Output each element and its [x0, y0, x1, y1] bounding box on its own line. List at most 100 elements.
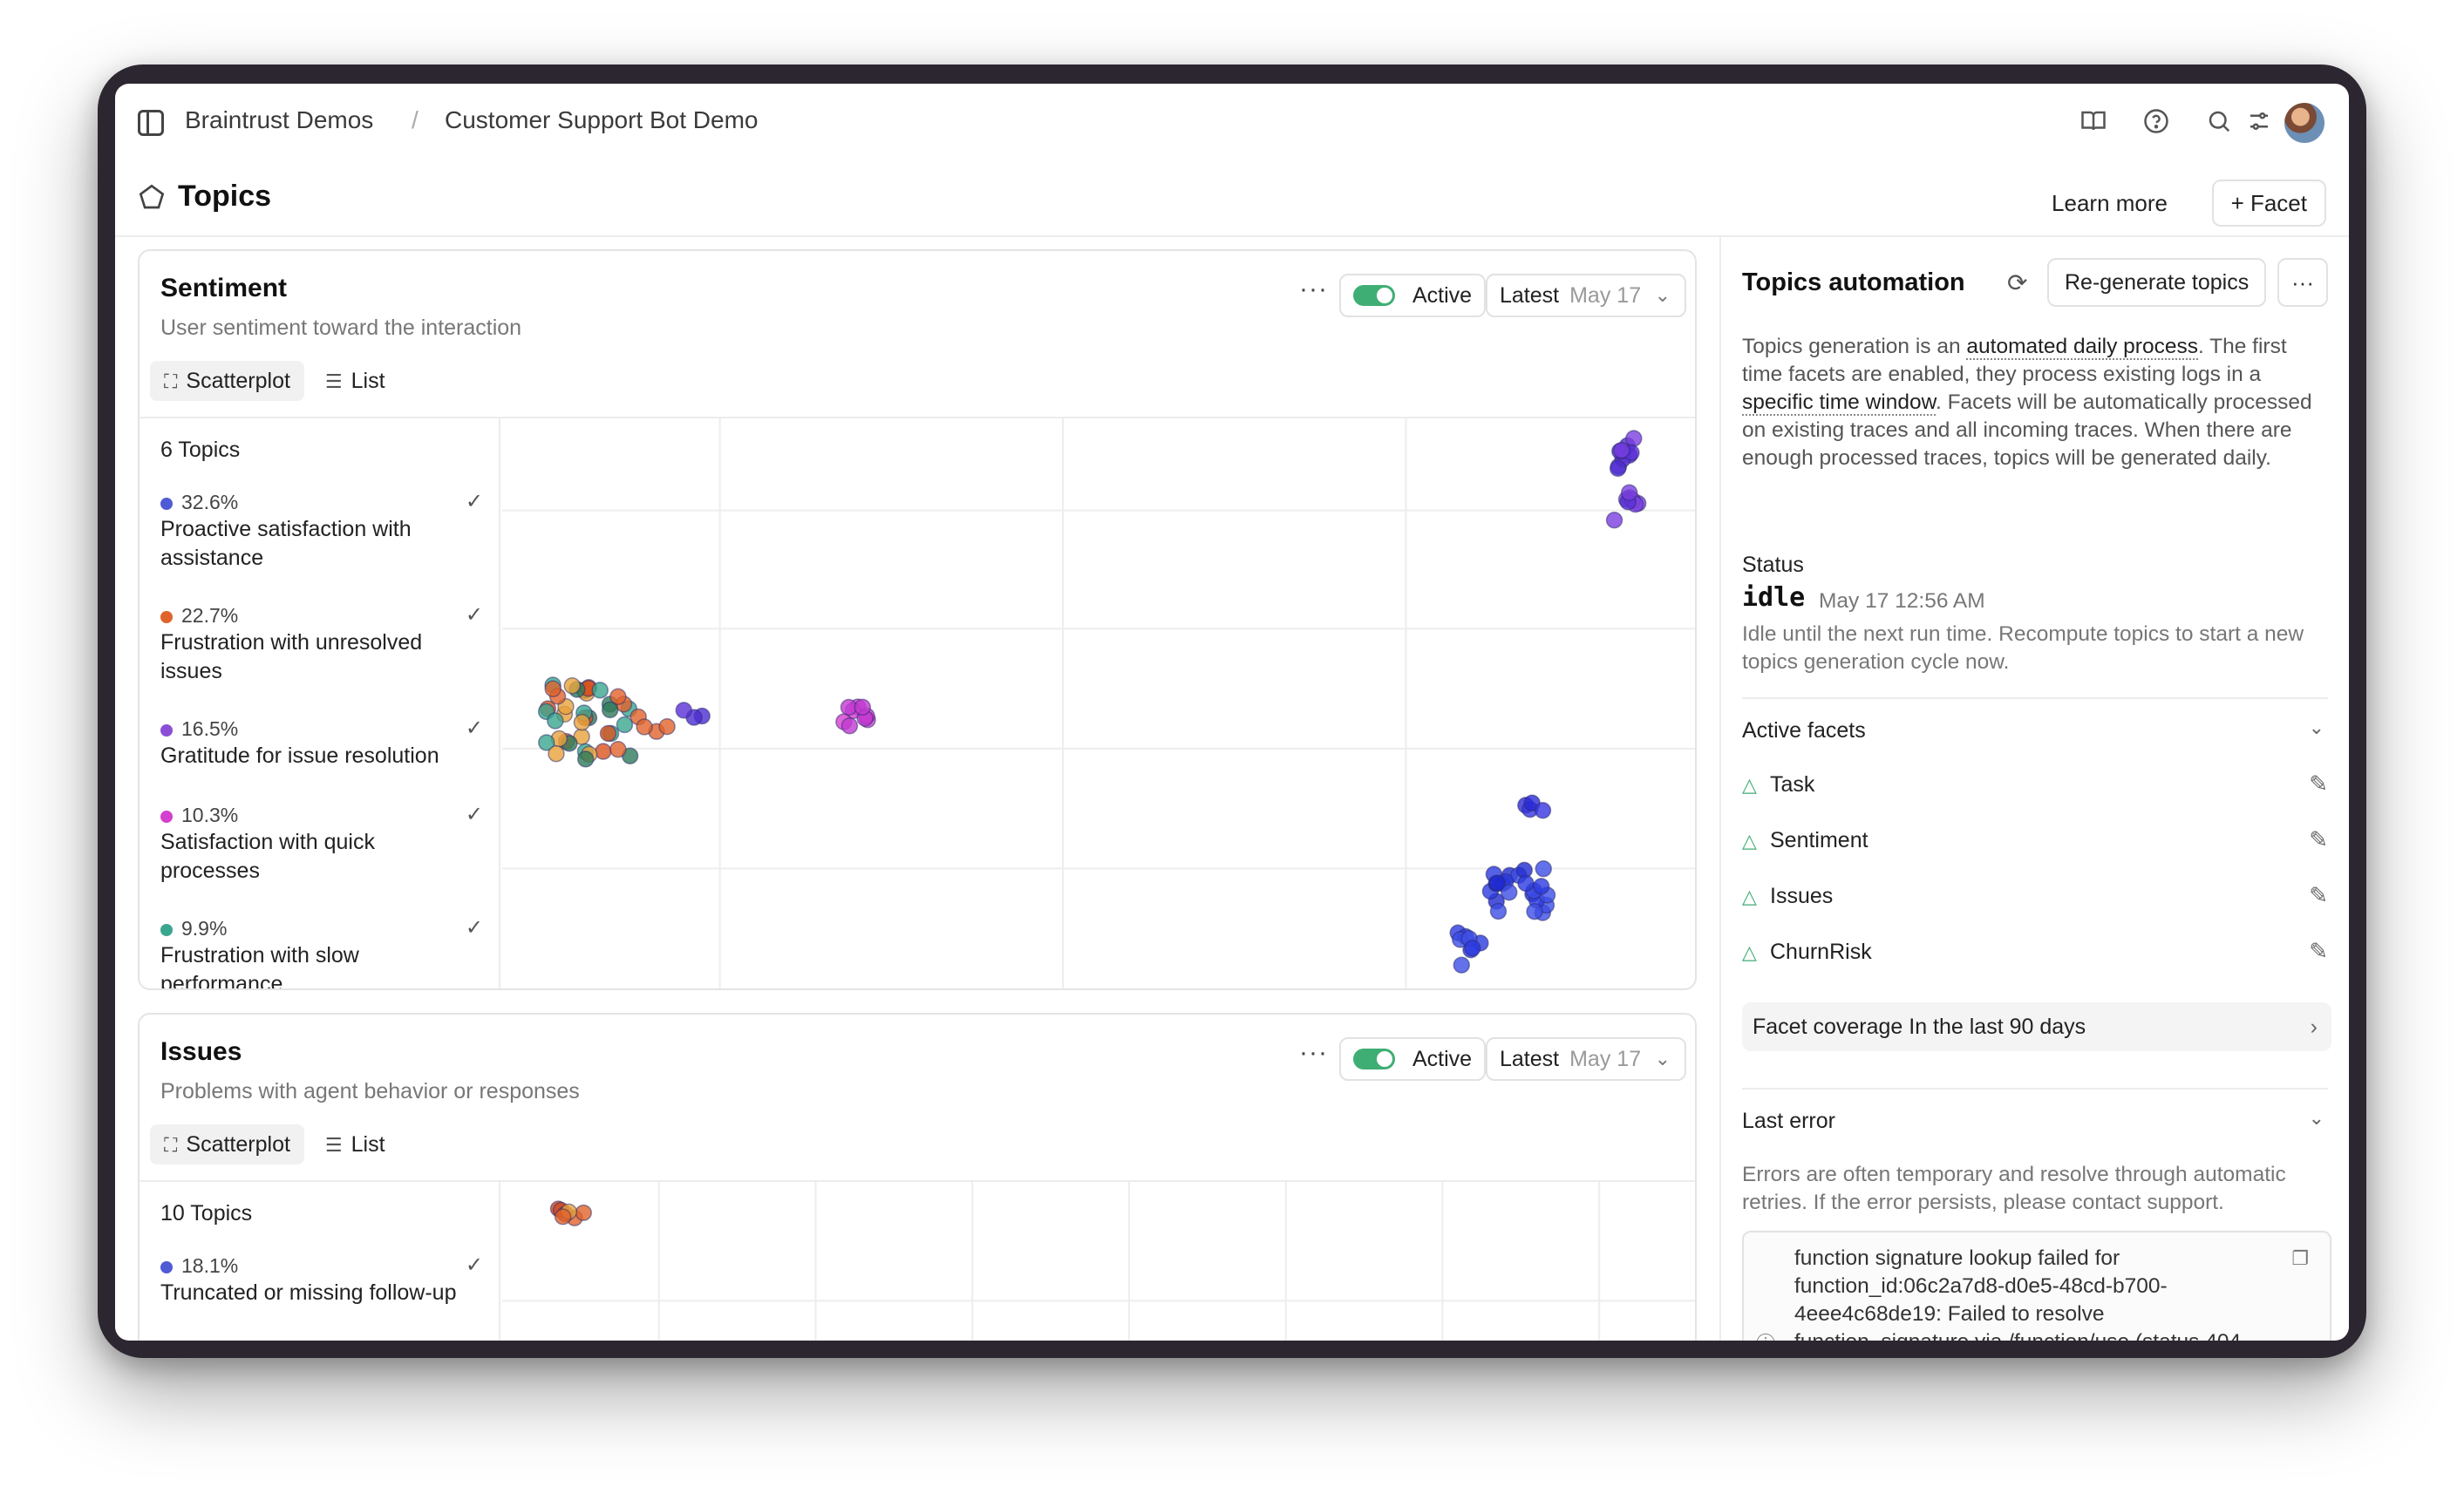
- card-body: 6 Topics 32.6% Proactive satisfaction wi…: [140, 417, 1695, 988]
- active-toggle[interactable]: Active: [1339, 1037, 1487, 1081]
- sidebar-icon[interactable]: [138, 110, 164, 136]
- scatter-point: [1534, 802, 1552, 819]
- facet-icon: △: [1742, 774, 1757, 796]
- card-title: Sentiment: [160, 274, 288, 302]
- active-label: Active: [1412, 1047, 1473, 1071]
- toggle-switch[interactable]: [1353, 285, 1395, 306]
- tab-scatterplot[interactable]: ⛶ Scatterplot: [150, 1124, 304, 1164]
- specific-time-window-link[interactable]: specific time window: [1742, 390, 1936, 416]
- toggle-switch[interactable]: [1353, 1049, 1395, 1069]
- facet-coverage-row[interactable]: Facet coverage In the last 90 days ›: [1742, 1002, 2331, 1051]
- facet-row-churnrisk: △ ChurnRisk ✎: [1742, 938, 2331, 973]
- status-label: Status: [1742, 553, 1804, 577]
- scatterplot-canvas[interactable]: [502, 418, 1695, 988]
- scatter-point: [547, 712, 564, 730]
- top-bar: Braintrust Demos / Customer Support Bot …: [115, 84, 2349, 162]
- active-toggle[interactable]: Active: [1339, 274, 1487, 317]
- list-icon: ☰: [324, 370, 343, 392]
- edit-icon[interactable]: ✎: [2309, 826, 2328, 852]
- help-icon[interactable]: [2141, 108, 2171, 138]
- automated-daily-process-link[interactable]: automated daily process: [1966, 335, 2198, 360]
- more-options-button[interactable]: ···: [2277, 258, 2328, 307]
- book-icon[interactable]: [2079, 108, 2108, 138]
- topic-color-dot: [160, 1261, 173, 1273]
- topic-item[interactable]: 10.3% Satisfaction with quick processes …: [160, 802, 483, 886]
- topic-item[interactable]: 32.6% Proactive satisfaction with assist…: [160, 489, 483, 573]
- check-icon[interactable]: ✓: [465, 916, 483, 940]
- scatter-point: [563, 676, 582, 695]
- topic-item[interactable]: 9.9% Frustration with slow performance ✓: [160, 915, 483, 990]
- scatter-point: [1535, 859, 1553, 878]
- more-icon[interactable]: ···: [1299, 275, 1328, 303]
- info-icon: ⓘ: [1756, 1330, 1775, 1341]
- coverage-label: Facet coverage In the last 90 days: [1753, 1015, 2086, 1039]
- latest-select[interactable]: Latest May 17 ⌄: [1486, 1037, 1687, 1081]
- scatter-point: [609, 688, 627, 705]
- scatter-point: [591, 682, 609, 699]
- scatter-point: [1609, 459, 1627, 478]
- copy-icon[interactable]: ❐: [2291, 1247, 2309, 1269]
- active-facets-label[interactable]: Active facets: [1742, 718, 1866, 743]
- tab-list[interactable]: ☰ List: [311, 1124, 399, 1164]
- edit-icon[interactable]: ✎: [2309, 882, 2328, 908]
- topic-label: Truncated or missing follow-up: [160, 1280, 457, 1305]
- add-facet-button[interactable]: + Facet: [2211, 180, 2326, 227]
- scatter-point: [599, 724, 617, 743]
- last-error-label[interactable]: Last error: [1742, 1109, 1835, 1133]
- topics-count: 6 Topics: [160, 438, 241, 462]
- search-icon[interactable]: [2204, 108, 2234, 138]
- edit-icon[interactable]: ✎: [2309, 938, 2328, 964]
- scatterplot[interactable]: [502, 418, 1695, 988]
- tab-scatterplot[interactable]: ⛶ Scatterplot: [150, 361, 304, 401]
- scatter-point: [1605, 511, 1623, 529]
- tab-list[interactable]: ☰ List: [311, 361, 399, 401]
- learn-more-button[interactable]: Learn more: [2036, 181, 2183, 225]
- facet-icon: △: [1742, 941, 1757, 963]
- facet-icon: △: [1742, 886, 1757, 907]
- scatter-point: [841, 717, 859, 735]
- topic-item[interactable]: 18.1% Truncated or missing follow-up ✓: [160, 1253, 483, 1307]
- chevron-down-icon[interactable]: ⌄: [2308, 1107, 2324, 1129]
- breadcrumb-org[interactable]: Braintrust Demos: [185, 106, 374, 133]
- sentiment-card: Sentiment User sentiment toward the inte…: [138, 249, 1697, 990]
- scatter-point: [1517, 874, 1535, 893]
- topic-item[interactable]: 16.5% Gratitude for issue resolution ✓: [160, 716, 483, 771]
- scatter-icon: ⛶: [164, 370, 178, 392]
- regenerate-topics-button[interactable]: Re-generate topics: [2047, 258, 2267, 307]
- topic-label: Gratitude for issue resolution: [160, 744, 439, 768]
- topic-label: Frustration with slow performance: [160, 943, 359, 990]
- scatterplot-canvas[interactable]: [502, 1182, 1695, 1341]
- check-icon[interactable]: ✓: [465, 490, 483, 513]
- scatter-point: [609, 741, 627, 758]
- check-icon[interactable]: ✓: [465, 716, 483, 740]
- topic-percent: 22.7%: [181, 604, 239, 627]
- chevron-down-icon[interactable]: ⌄: [2308, 716, 2324, 738]
- more-icon[interactable]: ···: [1299, 1038, 1328, 1067]
- scatter-point: [1488, 874, 1506, 892]
- settings-icon[interactable]: [2244, 108, 2274, 138]
- facet-row-issues: △ Issues ✎: [1742, 882, 2331, 917]
- check-icon[interactable]: ✓: [465, 603, 483, 627]
- scatter-point: [1501, 884, 1518, 901]
- scatter-point: [1532, 878, 1550, 895]
- check-icon[interactable]: ✓: [465, 803, 483, 826]
- topic-percent: 32.6%: [181, 491, 239, 513]
- edit-icon[interactable]: ✎: [2309, 771, 2328, 797]
- scatterplot[interactable]: [502, 1182, 1695, 1341]
- avatar[interactable]: [2284, 103, 2324, 143]
- scatter-point: [1453, 956, 1470, 974]
- divider: [1742, 1088, 2328, 1090]
- list-icon: ☰: [324, 1134, 343, 1156]
- refresh-icon[interactable]: ⟳: [2007, 269, 2028, 296]
- scatter-point: [595, 743, 612, 760]
- topic-item[interactable]: 22.7% Frustration with unresolved issues…: [160, 602, 483, 686]
- scatter-point: [544, 680, 562, 697]
- scatter-point: [548, 745, 565, 763]
- tab-label: Scatterplot: [186, 369, 290, 393]
- scatter-point: [636, 718, 653, 736]
- breadcrumb-project[interactable]: Customer Support Bot Demo: [445, 106, 759, 133]
- check-icon[interactable]: ✓: [465, 1253, 483, 1277]
- card-subtitle: Problems with agent behavior or response…: [160, 1079, 580, 1103]
- latest-select[interactable]: Latest May 17 ⌄: [1486, 274, 1687, 317]
- status-time: May 17 12:56 AM: [1819, 589, 1985, 613]
